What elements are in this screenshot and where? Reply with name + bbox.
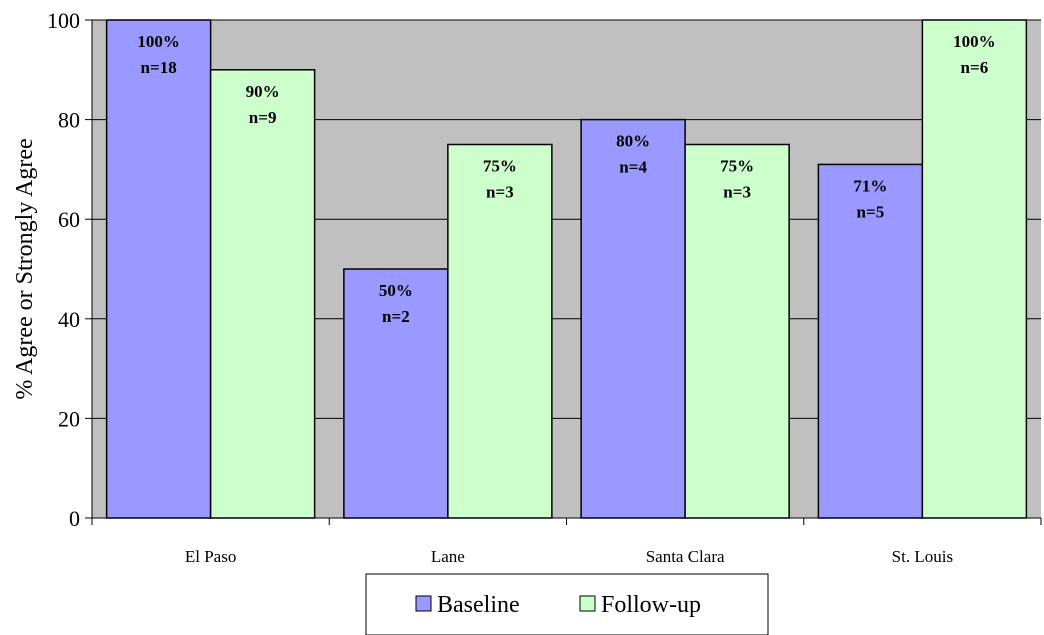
data-label-n: n=6 (961, 58, 989, 77)
data-label-percent: 71% (853, 176, 887, 195)
axes: 0 20 40 60 80 100 El Paso Lane Santa Clara St. Lo… (47, 8, 1042, 566)
bar-baseline (817, 163, 924, 519)
legend-label: Baseline (437, 592, 520, 618)
data-label-n: n=3 (723, 183, 751, 202)
x-tick-label: El Paso (185, 547, 236, 566)
legend-swatch (579, 595, 596, 612)
data-label-n: n=5 (857, 202, 885, 221)
bar-baseline (343, 268, 449, 519)
data-label-percent: 75% (483, 157, 517, 176)
data-label-n: n=18 (141, 58, 177, 77)
y-tick-label: 20 (58, 406, 80, 431)
data-label-n: n=9 (249, 108, 277, 127)
y-tick-label: 40 (58, 307, 80, 332)
x-tick-label: Lane (431, 547, 465, 566)
y-axis-label: % Agree or Strongly Agree (12, 138, 38, 399)
data-label-percent: 100% (953, 32, 996, 51)
bar-baseline (105, 19, 212, 519)
data-label-percent: 75% (720, 157, 754, 176)
legend: Baseline Follow-up (365, 573, 769, 635)
data-label-percent: 100% (137, 32, 180, 51)
y-tick-label: 60 (58, 207, 80, 232)
x-tick-label: St. Louis (892, 547, 953, 566)
legend-box (365, 573, 769, 635)
y-tick-label: 0 (69, 506, 80, 531)
data-label-n: n=3 (486, 183, 514, 202)
data-label-percent: 80% (616, 132, 650, 151)
data-label-n: n=4 (619, 158, 647, 177)
legend-label: Follow-up (601, 592, 701, 618)
data-labels: 100% n=18 90% n=9 50% n=2 75% n=3 80% n=4 75% n=3 71… (137, 32, 995, 326)
x-tick-label: Santa Clara (646, 547, 725, 566)
bar-follow-up (921, 19, 1028, 519)
data-label-n: n=2 (382, 307, 410, 326)
bar-follow-up (447, 143, 553, 519)
bar-follow-up (684, 143, 790, 519)
bar-baseline (580, 118, 686, 519)
bars (105, 19, 1028, 519)
data-label-percent: 90% (246, 82, 280, 101)
y-tick-label: 100 (47, 8, 80, 33)
legend-swatch (415, 595, 432, 612)
y-tick-label: 80 (58, 108, 80, 133)
data-label-percent: 50% (379, 281, 413, 300)
bar-follow-up (209, 69, 316, 519)
